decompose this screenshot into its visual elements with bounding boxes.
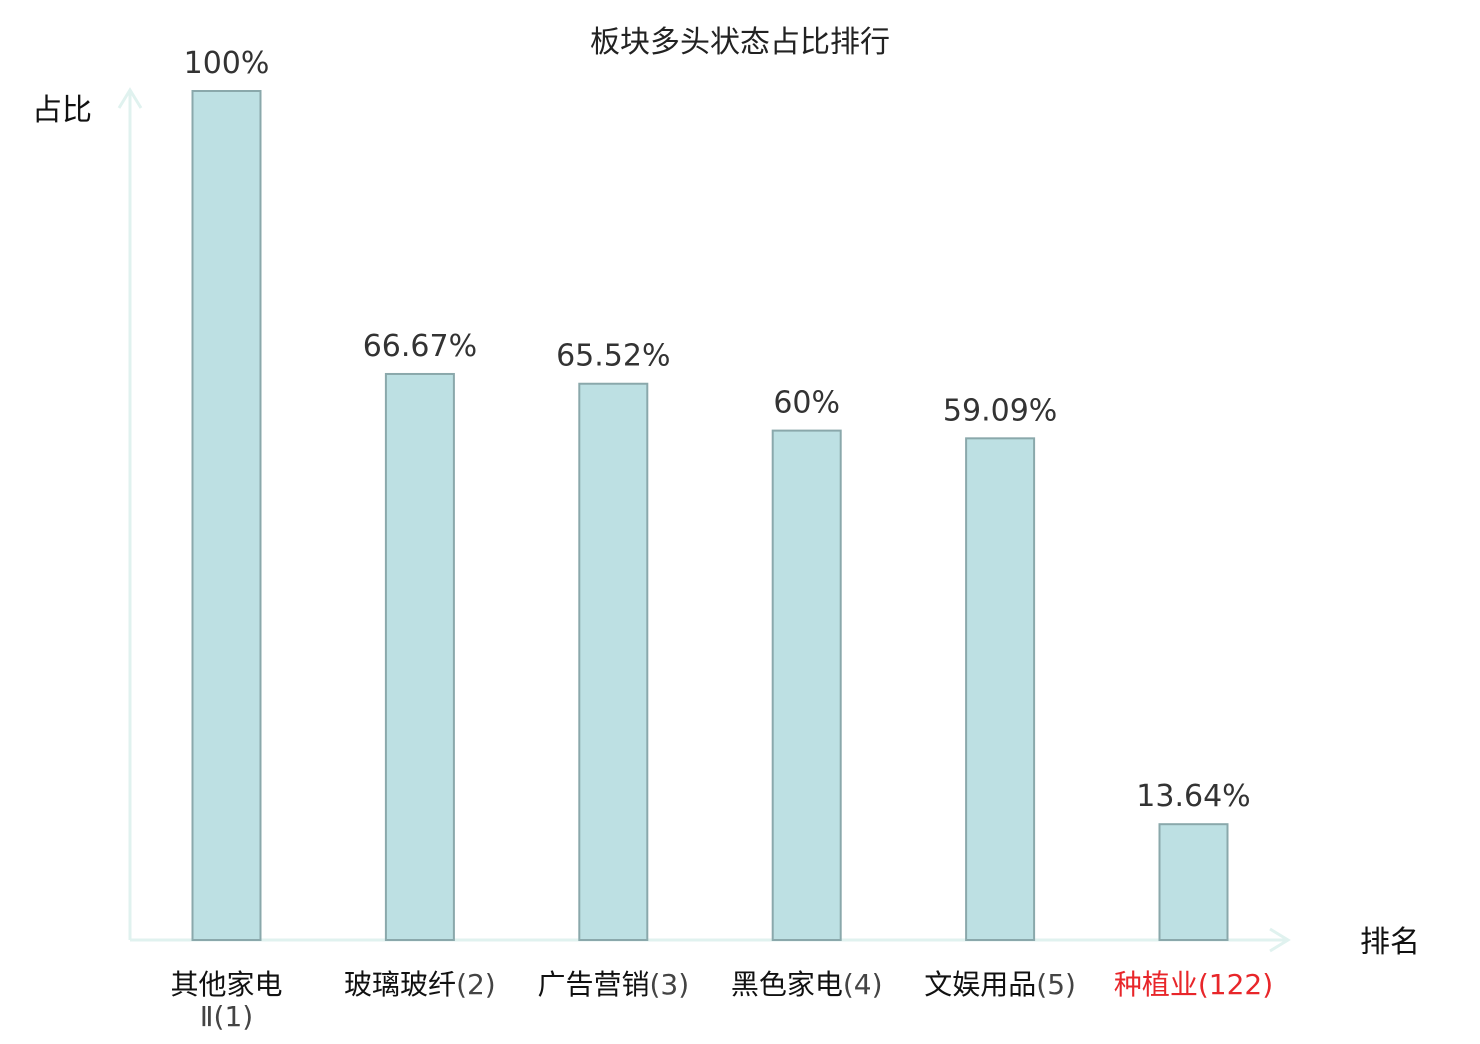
value-label-6: 13.64% xyxy=(1136,779,1250,814)
bar-1 xyxy=(191,90,262,941)
value-label-3: 65.52% xyxy=(556,339,670,374)
category-name: 黑色家电 xyxy=(731,968,843,1001)
category-name: 种植业 xyxy=(1114,968,1198,1001)
bar-3 xyxy=(578,382,649,941)
value-label-4: 60% xyxy=(773,386,840,421)
category-name: 玻璃玻纤 xyxy=(344,968,456,1001)
axes xyxy=(117,87,1291,953)
category-name: 其他家电 xyxy=(170,968,282,1001)
category-name: 广告营销 xyxy=(537,968,649,1001)
category-rank: (122) xyxy=(1198,968,1273,1001)
value-labels-group: 100% 66.67% 65.52% 60% 59.09% 13.64% xyxy=(184,46,1251,814)
category-label-2: 玻璃玻纤(2) xyxy=(344,968,496,1001)
category-labels-group: 其他家电 Ⅱ(1)玻璃玻纤(2) 广告营销(3) 黑色家电(4) 文娱用品(5) 种植业(… xyxy=(170,968,1273,1033)
category-label-1: 其他家电 Ⅱ(1) xyxy=(170,968,282,1033)
bars-group xyxy=(191,90,1229,942)
bar-4 xyxy=(771,429,842,941)
category-label-5: 文娱用品(5) xyxy=(924,968,1076,1001)
category-rank: (5) xyxy=(1036,968,1076,1001)
category-name-suffix: Ⅱ xyxy=(200,1000,214,1033)
bar-6 xyxy=(1158,823,1229,942)
category-label-3: 广告营销(3) xyxy=(537,968,689,1001)
category-rank: (2) xyxy=(456,968,496,1001)
bar-5 xyxy=(965,437,1036,941)
x-axis-arrow xyxy=(1269,927,1291,953)
category-rank: (1) xyxy=(214,1000,254,1033)
category-name: 文娱用品 xyxy=(924,968,1036,1001)
category-rank: (4) xyxy=(843,968,883,1001)
value-label-5: 59.09% xyxy=(943,393,1057,428)
y-axis-arrow xyxy=(117,87,143,109)
value-label-2: 66.67% xyxy=(363,329,477,364)
category-label-4: 黑色家电(4) xyxy=(731,968,883,1001)
value-label-1: 100% xyxy=(184,46,270,81)
bar-2 xyxy=(384,372,455,942)
category-rank: (3) xyxy=(649,968,689,1001)
y-axis-label: 占比 xyxy=(32,93,92,128)
category-label-6: 种植业(122) xyxy=(1114,968,1273,1001)
chart-title: 板块多头状态占比排行 xyxy=(590,25,890,60)
x-axis-label: 排名 xyxy=(1360,925,1420,960)
